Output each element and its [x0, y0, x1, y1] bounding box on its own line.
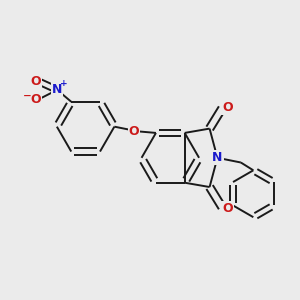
Text: −: −: [22, 91, 31, 101]
Text: +: +: [60, 79, 68, 88]
Text: O: O: [30, 75, 41, 88]
Text: O: O: [222, 202, 233, 215]
Text: O: O: [222, 100, 233, 113]
Text: O: O: [30, 93, 41, 106]
Text: N: N: [52, 83, 62, 96]
Text: N: N: [212, 151, 223, 164]
Text: O: O: [129, 125, 140, 138]
